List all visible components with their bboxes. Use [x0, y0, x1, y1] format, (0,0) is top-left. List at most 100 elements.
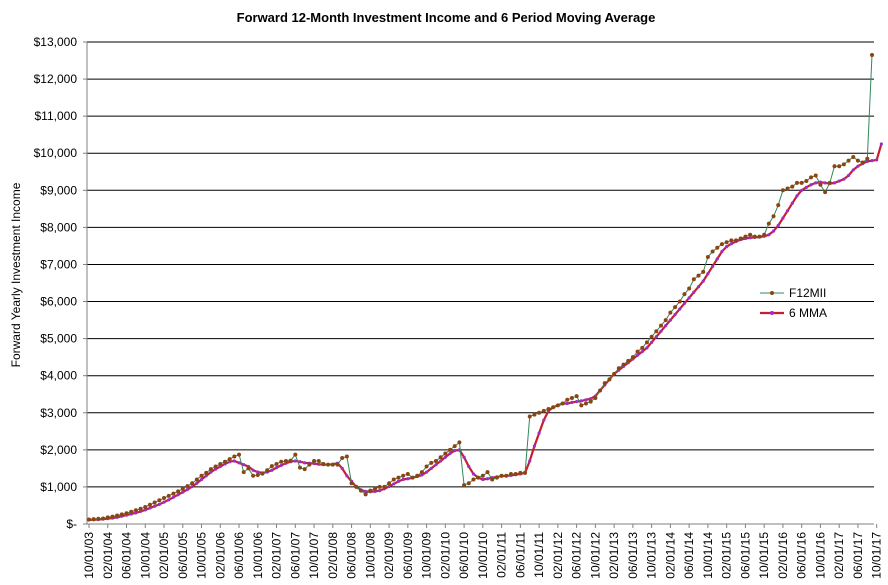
- data-point-6mma: [842, 177, 846, 181]
- data-point-f12mii: [246, 466, 251, 471]
- data-point-6mma: [654, 335, 658, 339]
- data-point-6mma: [640, 349, 644, 354]
- data-point-f12mii: [438, 455, 443, 460]
- data-point-f12mii: [110, 514, 115, 519]
- data-point-f12mii: [208, 467, 213, 472]
- data-point-6mma: [424, 470, 429, 474]
- x-tick-label: 10/01/12: [588, 532, 602, 579]
- data-point-f12mii: [293, 452, 298, 457]
- x-tick-label: 10/01/04: [138, 532, 152, 579]
- data-point-f12mii: [279, 459, 284, 464]
- data-point-f12mii: [555, 403, 560, 408]
- data-point-f12mii: [255, 473, 260, 478]
- data-point-f12mii: [855, 158, 860, 163]
- y-tick-label: $6,000: [40, 295, 77, 309]
- data-point-f12mii: [794, 180, 799, 185]
- data-point-6mma: [659, 329, 663, 333]
- data-point-6mma: [537, 431, 541, 435]
- data-point-f12mii: [644, 340, 649, 345]
- data-point-f12mii: [119, 512, 124, 517]
- data-point-6mma: [443, 455, 447, 459]
- data-point-6mma: [542, 418, 546, 422]
- data-point-6mma: [148, 506, 152, 510]
- data-point-6mma: [528, 459, 532, 463]
- data-point-f12mii: [687, 286, 692, 291]
- data-point-f12mii: [133, 508, 138, 513]
- data-point-f12mii: [199, 473, 204, 478]
- data-point-f12mii: [870, 52, 874, 57]
- data-point-6mma: [471, 472, 476, 476]
- data-point-f12mii: [677, 299, 682, 304]
- legend-marker-f12mii: [770, 291, 774, 295]
- data-point-f12mii: [565, 397, 570, 402]
- data-point-6mma: [589, 397, 593, 401]
- data-point-f12mii: [523, 470, 528, 475]
- data-point-f12mii: [494, 475, 499, 480]
- data-point-6mma: [720, 249, 724, 254]
- data-point-f12mii: [373, 486, 378, 491]
- data-point-f12mii: [827, 180, 832, 185]
- data-point-6mma: [185, 487, 190, 492]
- data-point-f12mii: [382, 484, 387, 489]
- x-tick-label: 02/01/11: [495, 532, 509, 578]
- data-point-f12mii: [771, 214, 776, 219]
- data-point-6mma: [270, 468, 274, 472]
- x-tick-label: 02/01/13: [607, 532, 621, 579]
- data-point-f12mii: [96, 516, 101, 521]
- data-point-f12mii: [194, 477, 199, 482]
- x-tick-label: 02/01/10: [438, 532, 452, 579]
- data-point-f12mii: [766, 221, 771, 226]
- data-point-6mma: [790, 201, 794, 205]
- data-point-f12mii: [654, 329, 659, 334]
- data-point-f12mii: [710, 249, 715, 254]
- data-point-f12mii: [537, 410, 542, 415]
- data-point-f12mii: [237, 452, 242, 457]
- data-point-f12mii: [326, 462, 331, 467]
- data-point-f12mii: [832, 164, 837, 169]
- x-tick-label: 10/01/07: [307, 532, 321, 579]
- data-point-6mma: [673, 312, 677, 317]
- data-point-6mma: [153, 504, 157, 508]
- data-point-f12mii: [513, 471, 518, 476]
- data-point-6mma: [692, 290, 696, 294]
- data-point-f12mii: [91, 517, 96, 522]
- data-point-f12mii: [823, 190, 828, 195]
- data-point-6mma: [710, 264, 715, 268]
- x-tick-label: 02/01/09: [382, 532, 396, 579]
- data-point-6mma: [575, 400, 579, 404]
- y-tick-label: $8,000: [40, 220, 77, 234]
- y-tick-label: $-: [66, 517, 77, 531]
- data-point-f12mii: [143, 504, 148, 509]
- x-tick-label: 06/01/11: [513, 532, 527, 578]
- data-point-6mma: [696, 285, 701, 289]
- data-point-6mma: [293, 459, 297, 463]
- data-point-f12mii: [176, 489, 181, 494]
- data-point-f12mii: [232, 454, 237, 459]
- data-point-f12mii: [260, 471, 265, 476]
- data-point-6mma: [814, 181, 818, 185]
- data-point-6mma: [879, 142, 883, 146]
- y-tick-label: $11,000: [35, 109, 78, 123]
- data-point-6mma: [645, 346, 649, 350]
- data-point-6mma: [345, 474, 349, 478]
- data-point-f12mii: [265, 468, 270, 473]
- data-point-f12mii: [218, 461, 223, 466]
- data-point-f12mii: [809, 175, 814, 180]
- data-point-6mma: [392, 482, 396, 486]
- data-point-6mma: [453, 448, 457, 453]
- data-point-f12mii: [785, 186, 790, 191]
- data-point-f12mii: [748, 232, 753, 237]
- y-axis-label: Forward Yearly Investment Income: [9, 182, 23, 367]
- data-point-6mma: [715, 257, 719, 261]
- x-tick-label: 10/01/11: [532, 532, 546, 578]
- data-point-f12mii: [452, 444, 457, 449]
- x-tick-label: 06/01/10: [457, 532, 471, 579]
- data-point-f12mii: [649, 334, 654, 339]
- data-point-f12mii: [799, 180, 804, 185]
- data-point-f12mii: [340, 456, 345, 460]
- data-point-6mma: [706, 272, 710, 276]
- data-point-f12mii: [157, 498, 162, 503]
- data-point-f12mii: [593, 395, 598, 400]
- data-point-f12mii: [368, 488, 373, 493]
